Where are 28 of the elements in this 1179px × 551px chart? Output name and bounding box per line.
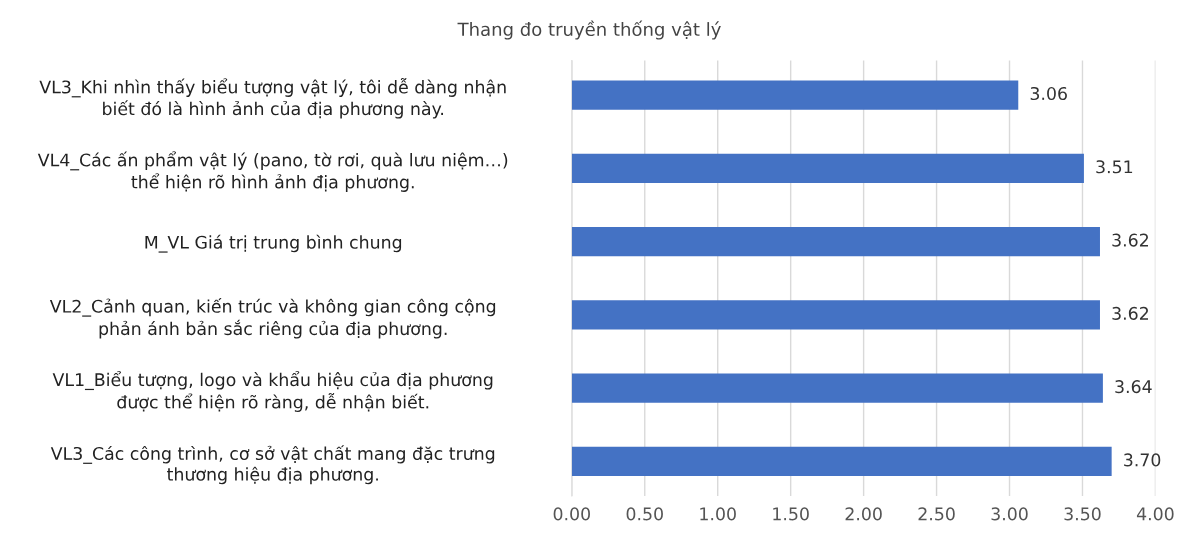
data-label: 3.62	[1112, 233, 1149, 247]
y-tick-label: VL2_Cảnh quan, kiến trúc và không gian công cộng phản ánh bản sắc riêng của địa phương.	[49, 297, 496, 339]
data-label: 3.70	[1124, 453, 1161, 467]
bar	[571, 80, 1019, 110]
y-tick-label: VL3_Các công trình, cơ sở vật chất mang đặc trưng thương hiệu địa phương.	[50, 445, 495, 485]
x-tick-label: 2.50	[918, 507, 955, 521]
data-label: 3.64	[1115, 380, 1152, 394]
bar	[571, 226, 1100, 257]
bar	[571, 300, 1100, 330]
y-tick-label: VL4_Các ấn phẩm vật lý (pano, tờ rơi, quà lưu niệm…) thể hiện rõ hình ảnh địa phương.	[37, 151, 508, 192]
x-tick-label: 4.00	[1136, 507, 1174, 521]
x-tick-label: 0.00	[553, 507, 590, 521]
x-tick-label: 2.00	[845, 507, 882, 521]
x-tick-label: 0.50	[626, 507, 663, 521]
x-tick-label: 3.50	[1064, 507, 1101, 521]
bar	[571, 373, 1103, 403]
y-tick-label: M_VL Giá trị trung bình chung	[145, 234, 402, 253]
x-tick-label: 1.50	[773, 507, 809, 521]
data-label: 3.62	[1112, 306, 1149, 320]
bar	[571, 153, 1084, 183]
y-tick-label: VL3_Khi nhìn thấy biểu tượng vật lý, tôi dễ dàng nhận biết đó là hình ảnh của địa phương này.	[39, 78, 506, 119]
data-label: 3.51	[1096, 160, 1133, 174]
x-tick-label: 3.00	[991, 507, 1028, 521]
bar	[571, 446, 1112, 477]
x-tick-label: 1.00	[700, 507, 736, 521]
chart-title: Thang đo truyền thống vật lý	[457, 20, 721, 40]
data-label: 3.06	[1030, 86, 1067, 101]
y-tick-label: VL1_Biểu tượng, logo và khẩu hiệu của địa phương được thể hiện rõ ràng, dễ nhận biết.	[52, 371, 493, 412]
